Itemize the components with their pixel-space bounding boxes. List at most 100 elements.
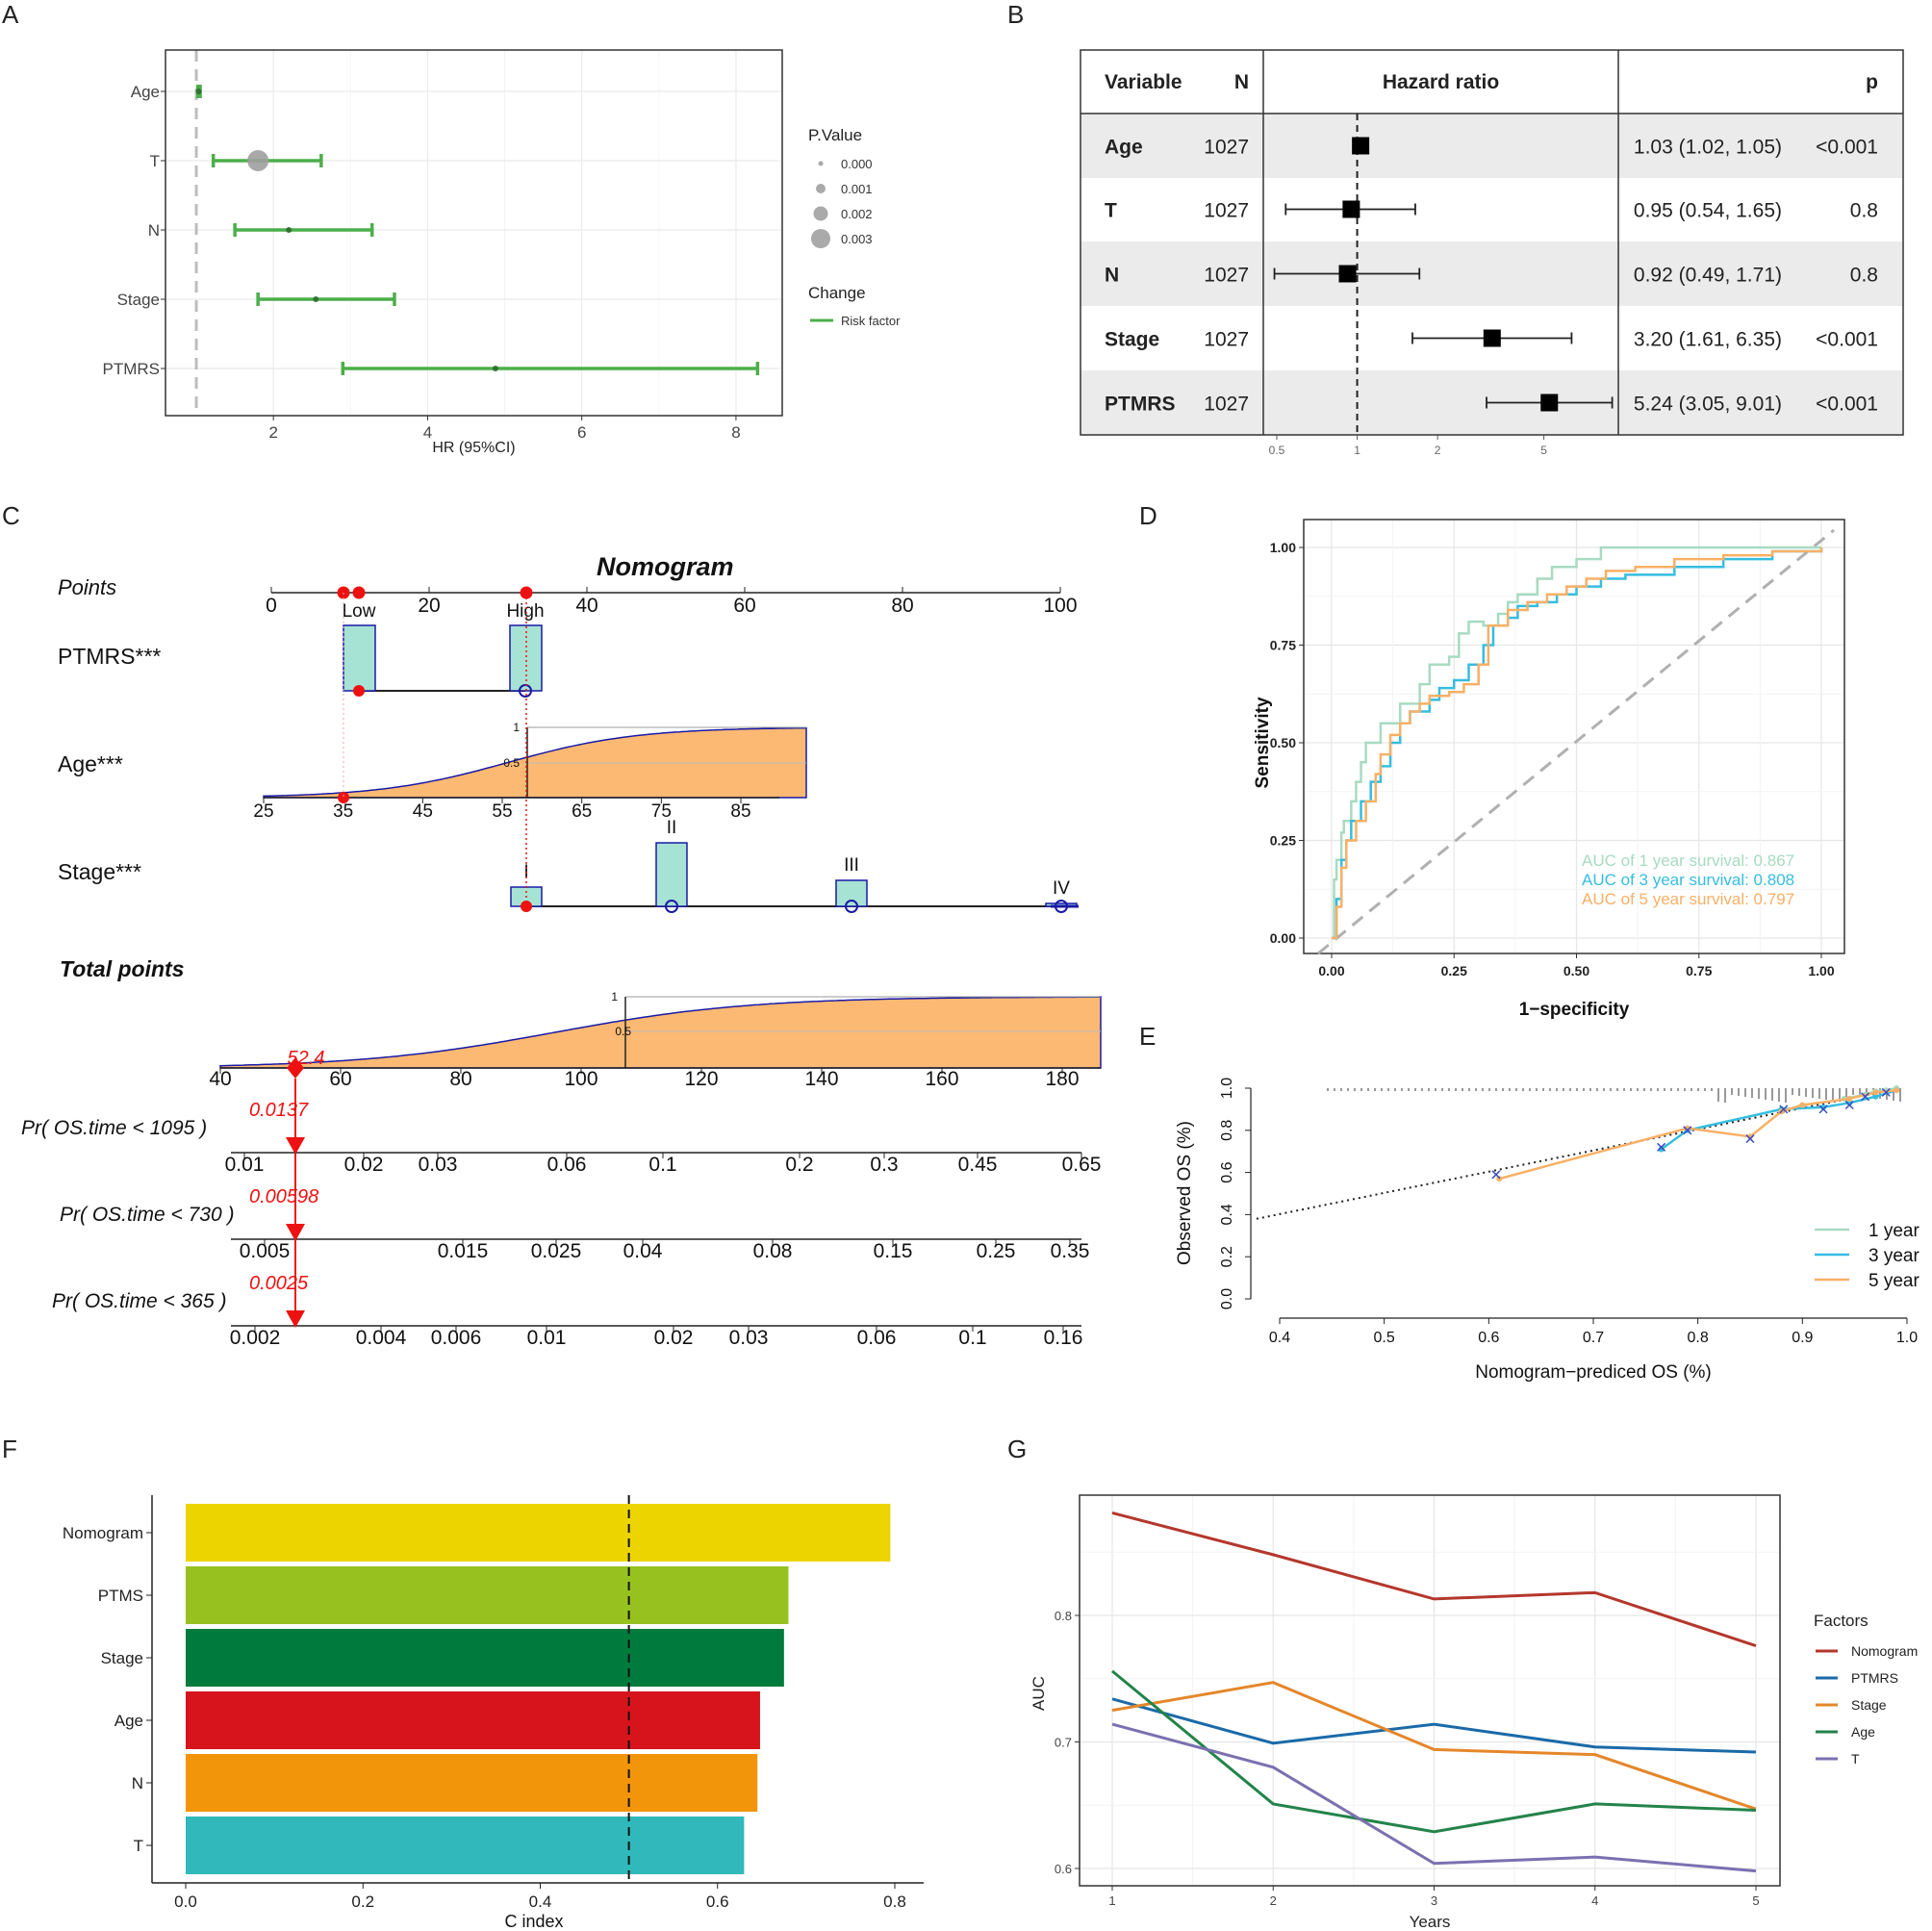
hr-square (1338, 265, 1357, 283)
hr-point (492, 366, 498, 371)
level-marker (519, 684, 532, 698)
bar-age (186, 1691, 760, 1749)
y-tick-label: 0.75 (1270, 638, 1296, 653)
x-tick-label: 1.00 (1808, 963, 1834, 978)
probability-tick-label: 0.2 (785, 1154, 813, 1176)
bar-t (186, 1817, 745, 1874)
legend-label: Age (1851, 1724, 1875, 1740)
level-label: IV (1053, 878, 1070, 899)
nomogram-title: Nomogram (597, 552, 734, 581)
calibration-point (1846, 1095, 1853, 1102)
probability-marker (286, 1224, 305, 1241)
legend-size-label: 0.000 (841, 157, 873, 171)
auc-line-t (1111, 1722, 1757, 1873)
y-tick-label: 0.50 (1270, 735, 1296, 750)
y-tick-label: 0.25 (1270, 833, 1296, 849)
x-tick-label: 0.00 (1318, 963, 1344, 978)
x-marker (1683, 1126, 1692, 1135)
total-density (219, 996, 1102, 1069)
x-tick-label: 0.6 (706, 1893, 729, 1911)
y-axis-title: AUC (1030, 1676, 1048, 1711)
y-tick-label: 0.0 (1219, 1288, 1235, 1309)
probability-value-label: 0.0025 (249, 1273, 309, 1294)
y-axis-title: Sensitivity (1253, 697, 1273, 788)
probability-tick-label: 0.06 (857, 1327, 897, 1349)
legend-size-key (813, 206, 828, 221)
x-tick-label: 0.50 (1563, 963, 1589, 978)
x-tick-label: 5 (1752, 1893, 1759, 1908)
points-tick-label: 40 (575, 595, 597, 617)
x-tick-label: 0.5 (1374, 1330, 1395, 1346)
calibration-point (1872, 1089, 1879, 1096)
row-variable: PTMRS (1105, 394, 1176, 416)
level-label: II (667, 818, 677, 838)
legend-label: Stage (1851, 1697, 1887, 1713)
panel-letter-d: D (1139, 501, 1157, 530)
y-tick-label: 1.0 (1219, 1078, 1235, 1099)
probability-tick-label: 0.08 (753, 1240, 793, 1262)
probability-tick-label: 0.01 (527, 1327, 567, 1349)
legend-title: P.Value (808, 126, 862, 144)
panel-e: 0.4 0.5 0.6 0.7 0.8 0.9 1.0 0.0 0.2 0.4 0.6 0.8 1.0 N… (1175, 1078, 1919, 1383)
hr-point (286, 227, 292, 233)
probability-tick-label: 0.15 (874, 1240, 913, 1262)
row-variable: T (1105, 200, 1117, 222)
points-tick-label: 20 (418, 595, 440, 617)
total-tick-label: 80 (449, 1068, 471, 1090)
age-tick-label: 55 (492, 801, 512, 822)
row-p: 0.8 (1850, 265, 1878, 287)
total-tick-label: 60 (329, 1068, 351, 1090)
calibration-point (1799, 1102, 1806, 1108)
roc-legend-label: AUC of 5 year survival: 0.797 (1582, 890, 1794, 908)
row-n: 1027 (1204, 200, 1249, 222)
legend-label: 5 year (1868, 1271, 1919, 1291)
legend-title: Change (808, 284, 866, 302)
auc-line-stage (1111, 1681, 1757, 1811)
roc-legend-label: AUC of 1 year survival: 0.867 (1582, 851, 1794, 870)
y-tick-label: 0.00 (1270, 930, 1296, 946)
roc-curve-3 (1332, 547, 1823, 940)
legend-label: 1 year (1868, 1221, 1919, 1241)
y-tick-label: Age (114, 1712, 143, 1730)
probability-tick-label: 0.45 (958, 1154, 998, 1176)
age-tick-label: 75 (651, 801, 672, 822)
y-tick-label: Stage (101, 1649, 143, 1667)
age-tick-label: 85 (730, 801, 750, 822)
points-tick-label: 0 (266, 595, 277, 617)
legend-size-key (811, 229, 830, 248)
hr-point (313, 296, 319, 302)
y-tick-label: Stage (117, 291, 160, 309)
panel-f: Nomogram PTMS Stage Age N T 0.0 0.2 0.4 0.6 0.8 C i… (63, 1495, 924, 1931)
x-marker (1779, 1105, 1789, 1114)
variable-label-stage: Stage*** (58, 859, 141, 884)
x-tick-label: 0.8 (883, 1893, 906, 1911)
density-label: 0.5 (503, 756, 520, 770)
legend-label: Risk factor (841, 314, 901, 328)
probability-tick-label: 0.02 (344, 1154, 384, 1176)
row-p: <0.001 (1816, 394, 1878, 416)
y-tick-label: T (134, 1837, 143, 1855)
probability-tick-label: 0.65 (1062, 1154, 1102, 1176)
y-tick-label: 0.6 (1055, 1862, 1072, 1876)
x-tick-label: 0.2 (351, 1893, 374, 1911)
panel-g: Nomogram PTMRS Stage Age T Factors 1 2 3 4 5 0.6 0.7… (1030, 1494, 1918, 1931)
hr-square (1352, 137, 1370, 155)
x-tick-label: 0.5 (1269, 444, 1285, 457)
x-tick-label: 0.7 (1583, 1330, 1604, 1346)
probability-tick-label: 0.025 (531, 1240, 582, 1262)
legend-label: T (1851, 1751, 1860, 1766)
variable-label-age: Age*** (58, 751, 123, 776)
total-marker (287, 1057, 304, 1079)
bar-n (186, 1754, 758, 1812)
hr-point (247, 150, 269, 171)
x-tick-label: 0.75 (1686, 963, 1712, 978)
panel-letter-c: C (2, 501, 20, 530)
density-label: 1 (611, 990, 618, 1004)
roc-curve-1 (1332, 546, 1821, 940)
y-tick-label: PTMRS (103, 360, 161, 378)
column-header-p: p (1866, 71, 1878, 93)
level-label: Low (343, 601, 376, 622)
total-tick-label: 40 (209, 1068, 231, 1090)
bar-nomogram (186, 1504, 891, 1562)
